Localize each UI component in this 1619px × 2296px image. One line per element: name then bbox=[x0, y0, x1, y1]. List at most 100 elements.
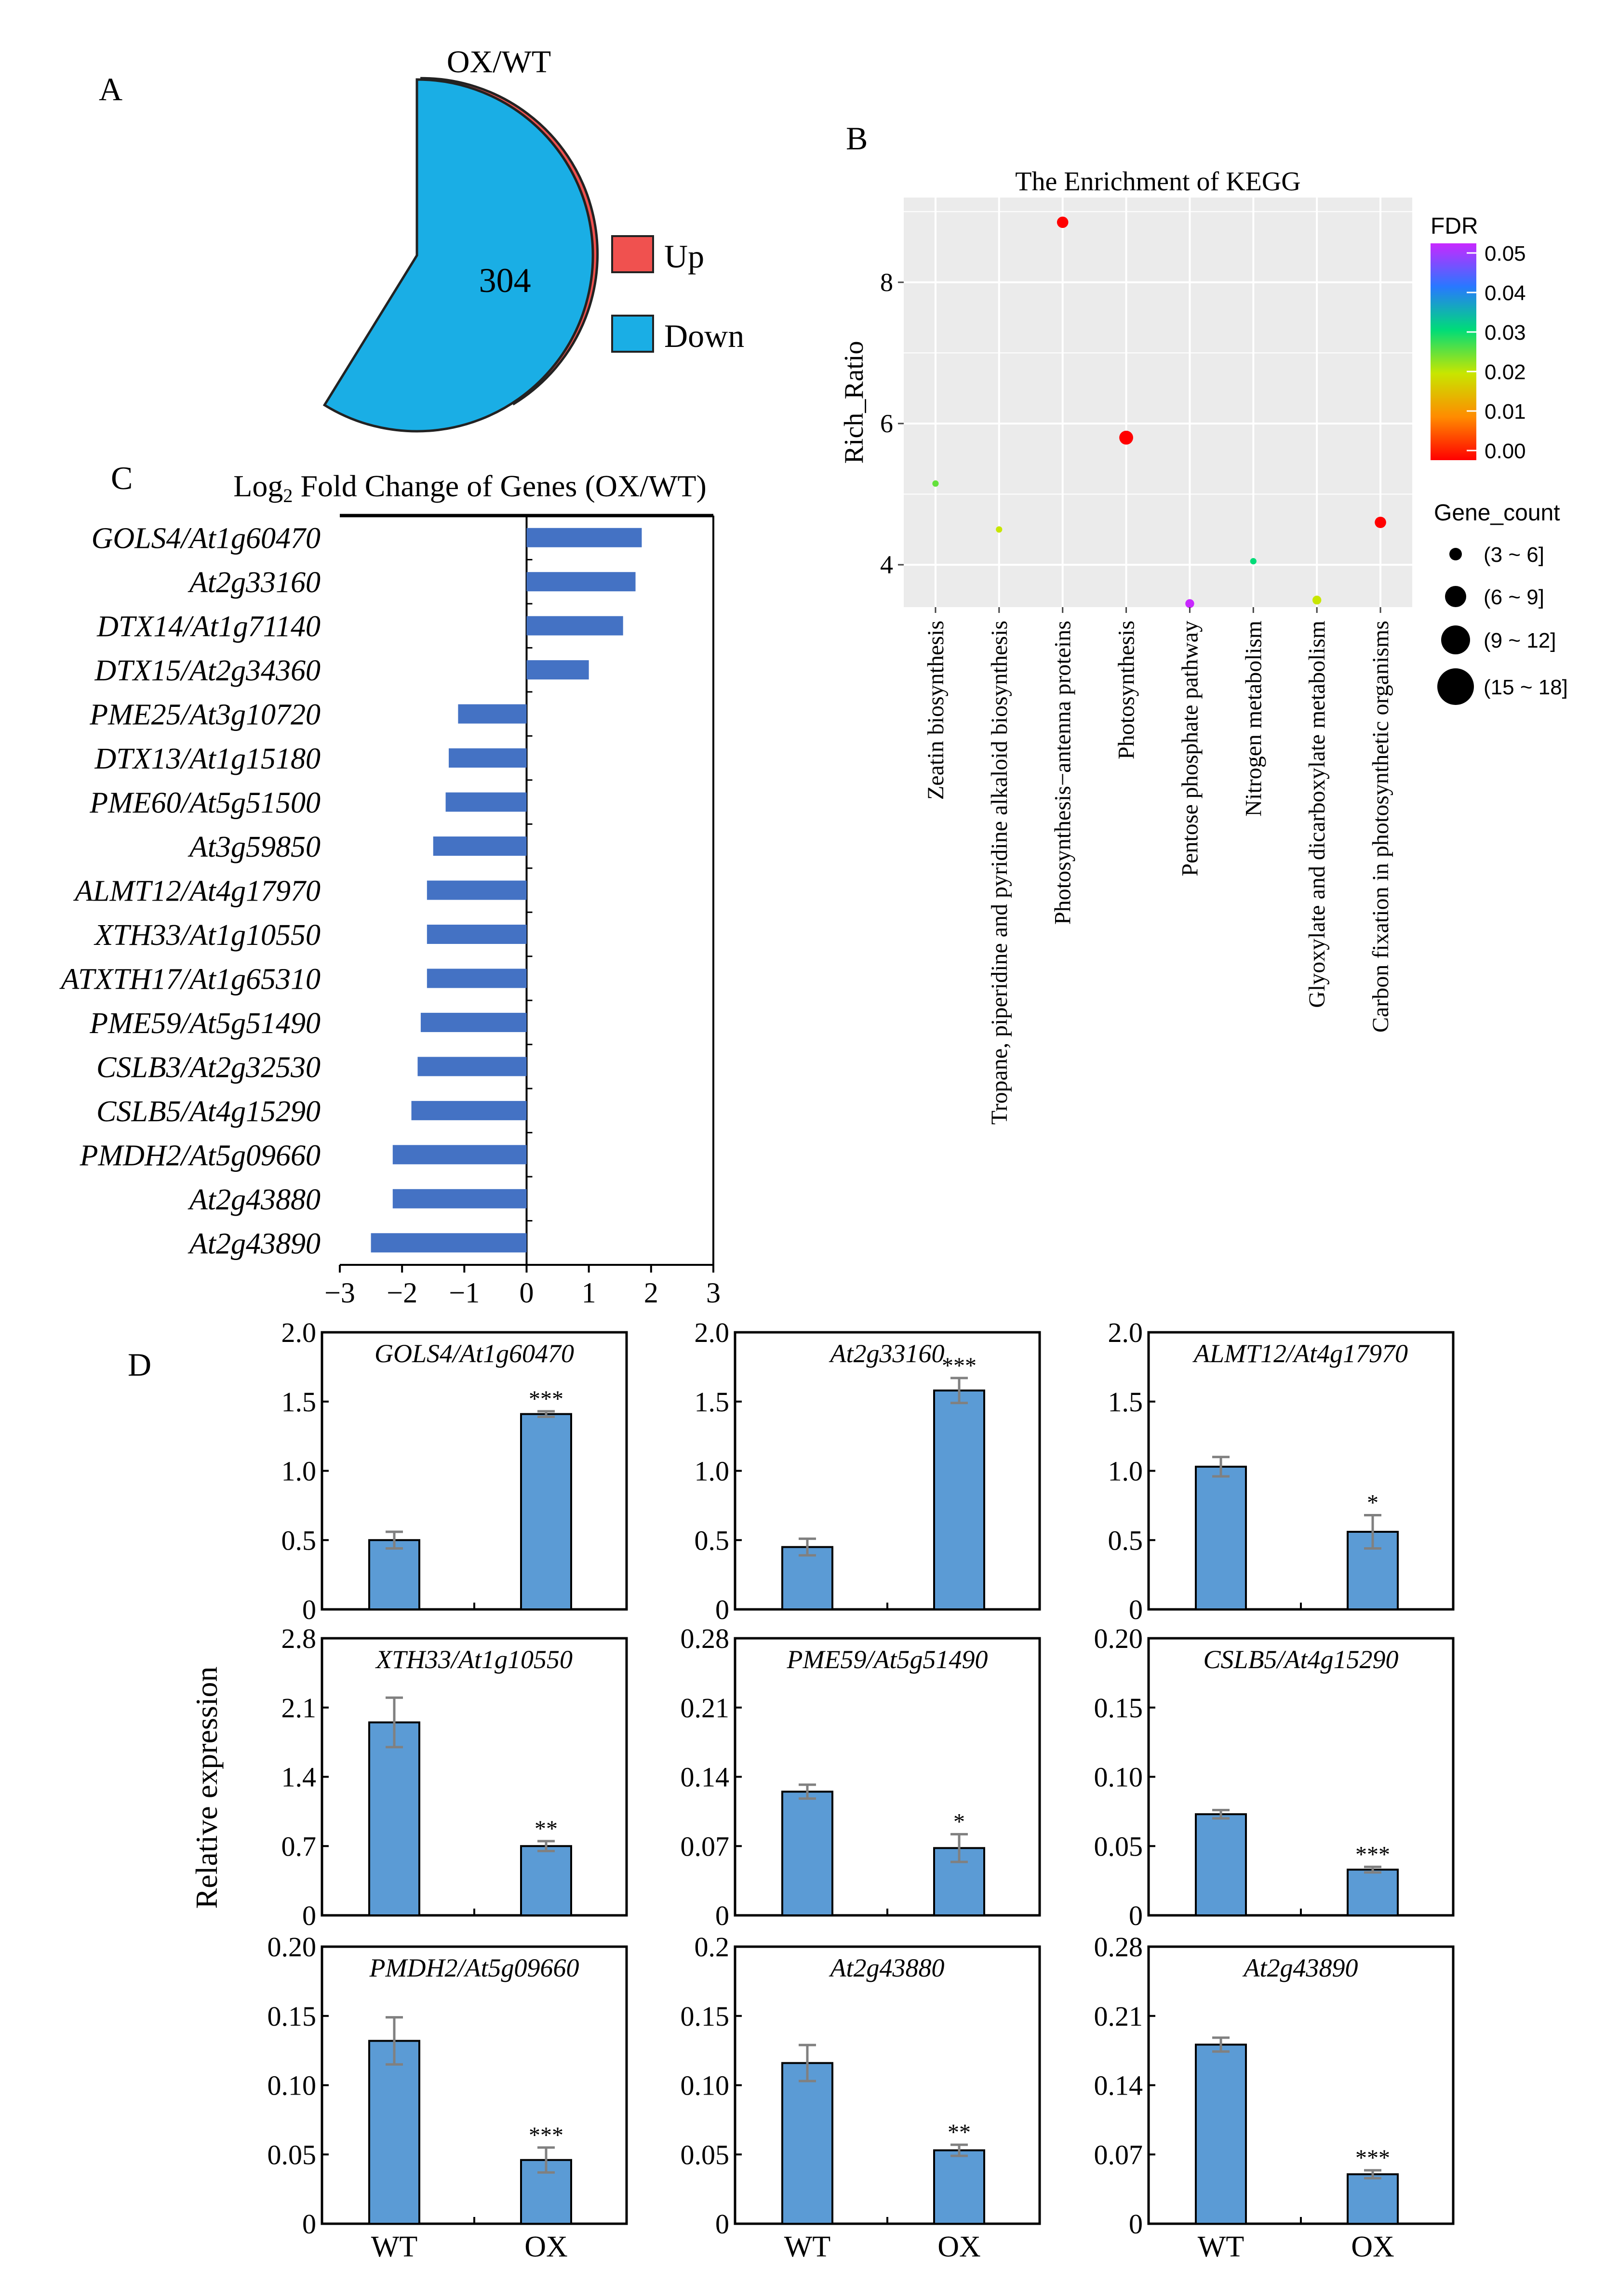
qpcr-bar-wt bbox=[781, 1791, 833, 1916]
kegg-category-label: Pentose phosphate pathway bbox=[1177, 621, 1203, 876]
fc-gene-label: At2g43880 bbox=[187, 1183, 321, 1216]
qpcr-ytick-label: 1.0 bbox=[695, 1456, 730, 1487]
kegg-category-label: Tropane, piperidine and pyridine alkaloi… bbox=[987, 621, 1012, 1125]
qpcr-ytick-label: 0.2 bbox=[695, 1931, 730, 1963]
qpcr-gene-title: At2g43890 bbox=[1243, 1953, 1358, 1982]
qpcr-ytick-label: 1.0 bbox=[1108, 1456, 1143, 1487]
qpcr-ytick-label: 0.21 bbox=[681, 1692, 730, 1724]
pie-value-label: 304 bbox=[479, 261, 531, 300]
qpcr-category-label: OX bbox=[1351, 2230, 1394, 2263]
qpcr-gene-title: PMDH2/At5g09660 bbox=[369, 1953, 579, 1982]
fc-gene-label: At2g43890 bbox=[187, 1227, 321, 1260]
qpcr-gene-title: ALMT12/At4g17970 bbox=[1192, 1339, 1408, 1368]
pie-legend-label: Up bbox=[664, 238, 704, 275]
qpcr-gene-title: At2g43880 bbox=[829, 1953, 945, 1982]
gene-count-legend-dot bbox=[1445, 586, 1466, 607]
fc-gene-label: XTH33/At1g10550 bbox=[94, 919, 321, 952]
fc-gene-label: DTX15/At2g34360 bbox=[94, 654, 321, 687]
gene-count-legend-title: Gene_count bbox=[1434, 500, 1560, 526]
qpcr-ytick-label: 2.0 bbox=[695, 1317, 730, 1348]
qpcr-ytick-label: 0.07 bbox=[1094, 2139, 1143, 2170]
fc-bar bbox=[392, 1145, 527, 1165]
gene-count-legend-label: (3 ~ 6] bbox=[1484, 543, 1544, 567]
fc-gene-label: CSLB3/At2g32530 bbox=[96, 1051, 321, 1084]
fc-gene-label: DTX13/At1g15180 bbox=[94, 743, 321, 775]
fc-gene-label: At2g33160 bbox=[187, 566, 321, 599]
qpcr-frame bbox=[1147, 1945, 1455, 2225]
fc-xtick-label: −2 bbox=[387, 1277, 417, 1309]
kegg-point bbox=[1312, 596, 1322, 605]
qpcr-panel-7: 0 0.05 0.10 0.15 0.20 PMDH2/At5g09660 *** WT OX bbox=[268, 1931, 628, 2263]
fc-bar bbox=[420, 1012, 527, 1032]
kegg-category-label: Carbon fixation in photosynthetic organi… bbox=[1368, 621, 1393, 1033]
fc-gene-label: ATXTH17/At1g65310 bbox=[59, 963, 321, 995]
qpcr-significance-marker: * bbox=[953, 1809, 965, 1835]
qpcr-ytick-label: 0.10 bbox=[268, 2070, 317, 2101]
qpcr-category-label: WT bbox=[784, 2230, 830, 2263]
panel-label-a: A bbox=[99, 71, 122, 107]
qpcr-significance-marker: * bbox=[1367, 1490, 1378, 1516]
kegg-point bbox=[996, 526, 1003, 533]
qpcr-panel-3: 0 0.5 1.0 1.5 2.0 ALMT12/At4g17970 * bbox=[1108, 1317, 1455, 1625]
fc-gene-label: GOLS4/At1g60470 bbox=[92, 522, 321, 555]
qpcr-ytick-label: 0.5 bbox=[281, 1525, 317, 1556]
qpcr-panel-8: 0 0.05 0.10 0.15 0.2 At2g43880 ** WT OX bbox=[681, 1931, 1041, 2263]
fc-title: Log2 Fold Change of Genes (OX/WT) bbox=[233, 469, 707, 506]
fc-bar bbox=[427, 924, 527, 944]
qpcr-bar-wt bbox=[1195, 2044, 1247, 2225]
qpcr-panel-6: 0 0.05 0.10 0.15 0.20 CSLB5/At4g15290 *** bbox=[1094, 1623, 1455, 1931]
fc-gene-label: PME59/At5g51490 bbox=[89, 1007, 321, 1040]
panel-label-c: C bbox=[111, 460, 133, 496]
qpcr-ytick-label: 0.14 bbox=[1094, 2070, 1143, 2101]
qpcr-significance-marker: ** bbox=[535, 1816, 558, 1842]
kegg-category-label: Glyoxylate and dicarboxylate metabolism bbox=[1304, 621, 1330, 1008]
qpcr-ytick-label: 2.0 bbox=[281, 1317, 317, 1348]
kegg-point bbox=[1185, 599, 1194, 608]
qpcr-significance-marker: *** bbox=[1355, 1842, 1390, 1867]
qpcr-panel-2: 0 0.5 1.0 1.5 2.0 At2g33160*** bbox=[695, 1317, 1041, 1625]
qpcr-ytick-label: 0 bbox=[1129, 1900, 1143, 1931]
pie-title: OX/WT bbox=[447, 44, 551, 80]
fdr-tick-label: 0.03 bbox=[1485, 321, 1526, 345]
qpcr-ytick-label: 0 bbox=[1129, 2208, 1143, 2240]
gene-count-legend-dot bbox=[1437, 668, 1474, 705]
qpcr-ytick-label: 0.15 bbox=[1094, 1692, 1143, 1724]
pie-slice-down bbox=[322, 78, 594, 433]
qpcr-ytick-label: 0.05 bbox=[268, 2139, 317, 2170]
gene-count-legend-dot bbox=[1449, 548, 1462, 560]
fc-bar bbox=[526, 660, 589, 680]
qpcr-category-label: WT bbox=[371, 2230, 417, 2263]
qpcr-frame bbox=[321, 1945, 628, 2225]
panel-label-b: B bbox=[846, 120, 868, 157]
qpcr-ytick-label: 0.10 bbox=[681, 2070, 730, 2101]
qpcr-gene-title: PME59/At5g51490 bbox=[787, 1645, 988, 1674]
fc-bar bbox=[449, 748, 527, 768]
fc-xtick-label: 2 bbox=[644, 1277, 658, 1309]
qpcr-category-label: WT bbox=[1198, 2230, 1244, 2263]
qpcr-bar-wt bbox=[368, 1721, 420, 1916]
qpcr-bar-panels: Relative expression 0 0.5 1.0 1.5 2.0 GOLS4/At… bbox=[189, 1317, 1455, 2263]
qpcr-ytick-label: 0.20 bbox=[1094, 1623, 1143, 1654]
fc-xtick-label: 3 bbox=[706, 1277, 721, 1309]
qpcr-ytick-label: 0.14 bbox=[681, 1762, 730, 1793]
qpcr-bar-wt bbox=[368, 1539, 420, 1610]
qpcr-ytick-label: 0.15 bbox=[268, 2001, 317, 2032]
gene-count-legend-dot bbox=[1441, 625, 1470, 654]
qpcr-panel-1: 0 0.5 1.0 1.5 2.0 GOLS4/At1g60470 *** bbox=[281, 1317, 628, 1625]
fc-gene-label: At3g59850 bbox=[187, 831, 321, 863]
qpcr-ytick-label: 0.28 bbox=[681, 1623, 730, 1654]
kegg-ylabel: Rich_Ratio bbox=[839, 341, 869, 464]
fc-gene-label: CSLB5/At4g15290 bbox=[96, 1095, 321, 1128]
qpcr-ytick-label: 2.1 bbox=[281, 1692, 317, 1724]
qpcr-ytick-label: 0.7 bbox=[281, 1831, 317, 1862]
fdr-colorbar bbox=[1431, 243, 1476, 460]
qpcr-ytick-label: 0 bbox=[715, 1594, 729, 1625]
fc-xtick-label: −1 bbox=[449, 1277, 480, 1309]
qpcr-bar-wt bbox=[1195, 1813, 1247, 1916]
qpcr-ytick-label: 0 bbox=[1129, 1594, 1143, 1625]
pie-legend-label: Down bbox=[664, 318, 744, 354]
qpcr-ytick-label: 0.07 bbox=[681, 1831, 730, 1862]
kegg-point bbox=[932, 480, 939, 487]
qpcr-bar-ox bbox=[520, 1413, 572, 1610]
